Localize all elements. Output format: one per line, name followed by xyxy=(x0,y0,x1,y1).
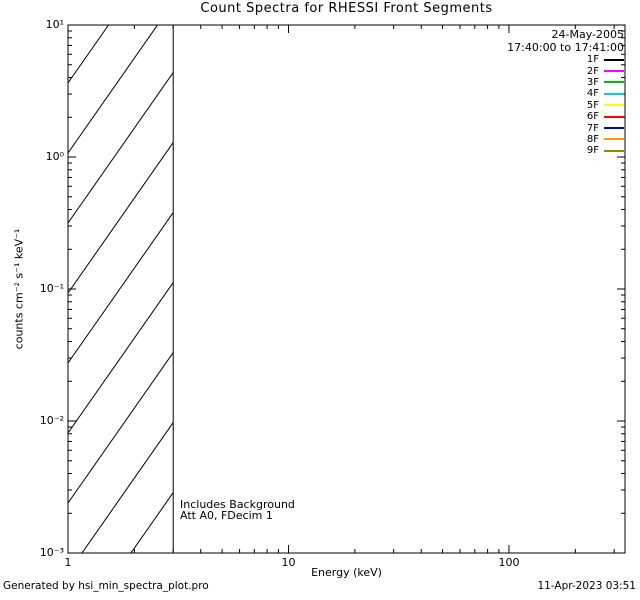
legend-entry-label: 5F xyxy=(586,99,599,111)
legend-entry: 5F xyxy=(507,100,624,111)
legend-entry-label: 9F xyxy=(586,145,599,157)
legend-entry: 8F xyxy=(507,134,624,145)
legend-entry: 7F xyxy=(507,122,624,134)
legend-entry: 2F xyxy=(507,65,624,77)
legend-entry-label: 2F xyxy=(586,65,599,77)
legend-entry: 3F xyxy=(507,77,624,88)
legend-entry-line-swatch xyxy=(604,70,624,73)
legend-entry-label: 6F xyxy=(586,111,599,123)
legend-entry-line-swatch xyxy=(604,127,624,130)
legend-entry-line-swatch xyxy=(604,58,624,61)
legend-entry-line-swatch xyxy=(604,104,624,107)
y-tick-label: 10⁰ xyxy=(45,150,64,163)
legend-entry-label: 3F xyxy=(586,76,599,88)
x-tick-label: 10 xyxy=(281,556,296,569)
footer-datetime: 11-Apr-2023 03:51 xyxy=(537,580,636,592)
y-tick-label: 10⁻² xyxy=(39,414,64,427)
legend-time-range: 17:40:00 to 17:41:00 xyxy=(507,41,624,54)
x-tick-label: 1 xyxy=(64,556,72,569)
chart-title: Count Spectra for RHESSI Front Segments xyxy=(200,1,493,16)
legend-entry-line-swatch xyxy=(604,138,624,141)
y-tick-label: 10⁻³ xyxy=(39,546,64,559)
y-tick-label: 10¹ xyxy=(45,18,64,31)
legend-entry-line-swatch xyxy=(604,81,624,84)
legend-entry-label: 7F xyxy=(586,122,599,134)
legend-entry: 6F xyxy=(507,111,624,122)
legend-entry-line-swatch xyxy=(604,92,624,95)
hatch-region xyxy=(68,25,174,553)
note-attenuator-state: Att A0, FDecim 1 xyxy=(180,509,273,522)
legend-entry-label: 8F xyxy=(586,133,599,145)
legend-entry: 9F xyxy=(507,145,624,156)
legend-entry-line-swatch xyxy=(604,149,624,152)
legend-entry-label: 4F xyxy=(586,88,599,100)
hatch-lines xyxy=(68,25,174,553)
legend-entry: 1F xyxy=(507,54,624,65)
legend-date: 24-May-2005 xyxy=(551,28,624,41)
legend-entry-line-swatch xyxy=(604,115,624,118)
legend-entries: 1F 2F 3F 4F 5F 6F 7F 8F 9F xyxy=(507,54,624,157)
note-includes-background: Includes Background xyxy=(180,498,295,511)
legend-entry: 4F xyxy=(507,88,624,99)
footer-generator-text: Generated by hsi_min_spectra_plot.pro xyxy=(3,580,209,592)
x-axis-title: Energy (keV) xyxy=(311,566,382,579)
legend-entry-label: 1F xyxy=(586,54,599,66)
legend: 24-May-2005 17:40:00 to 17:41:00 1F 2F 3F 4… xyxy=(507,28,624,157)
y-tick-label: 10⁻¹ xyxy=(39,282,64,295)
x-tick-label: 100 xyxy=(498,556,520,569)
